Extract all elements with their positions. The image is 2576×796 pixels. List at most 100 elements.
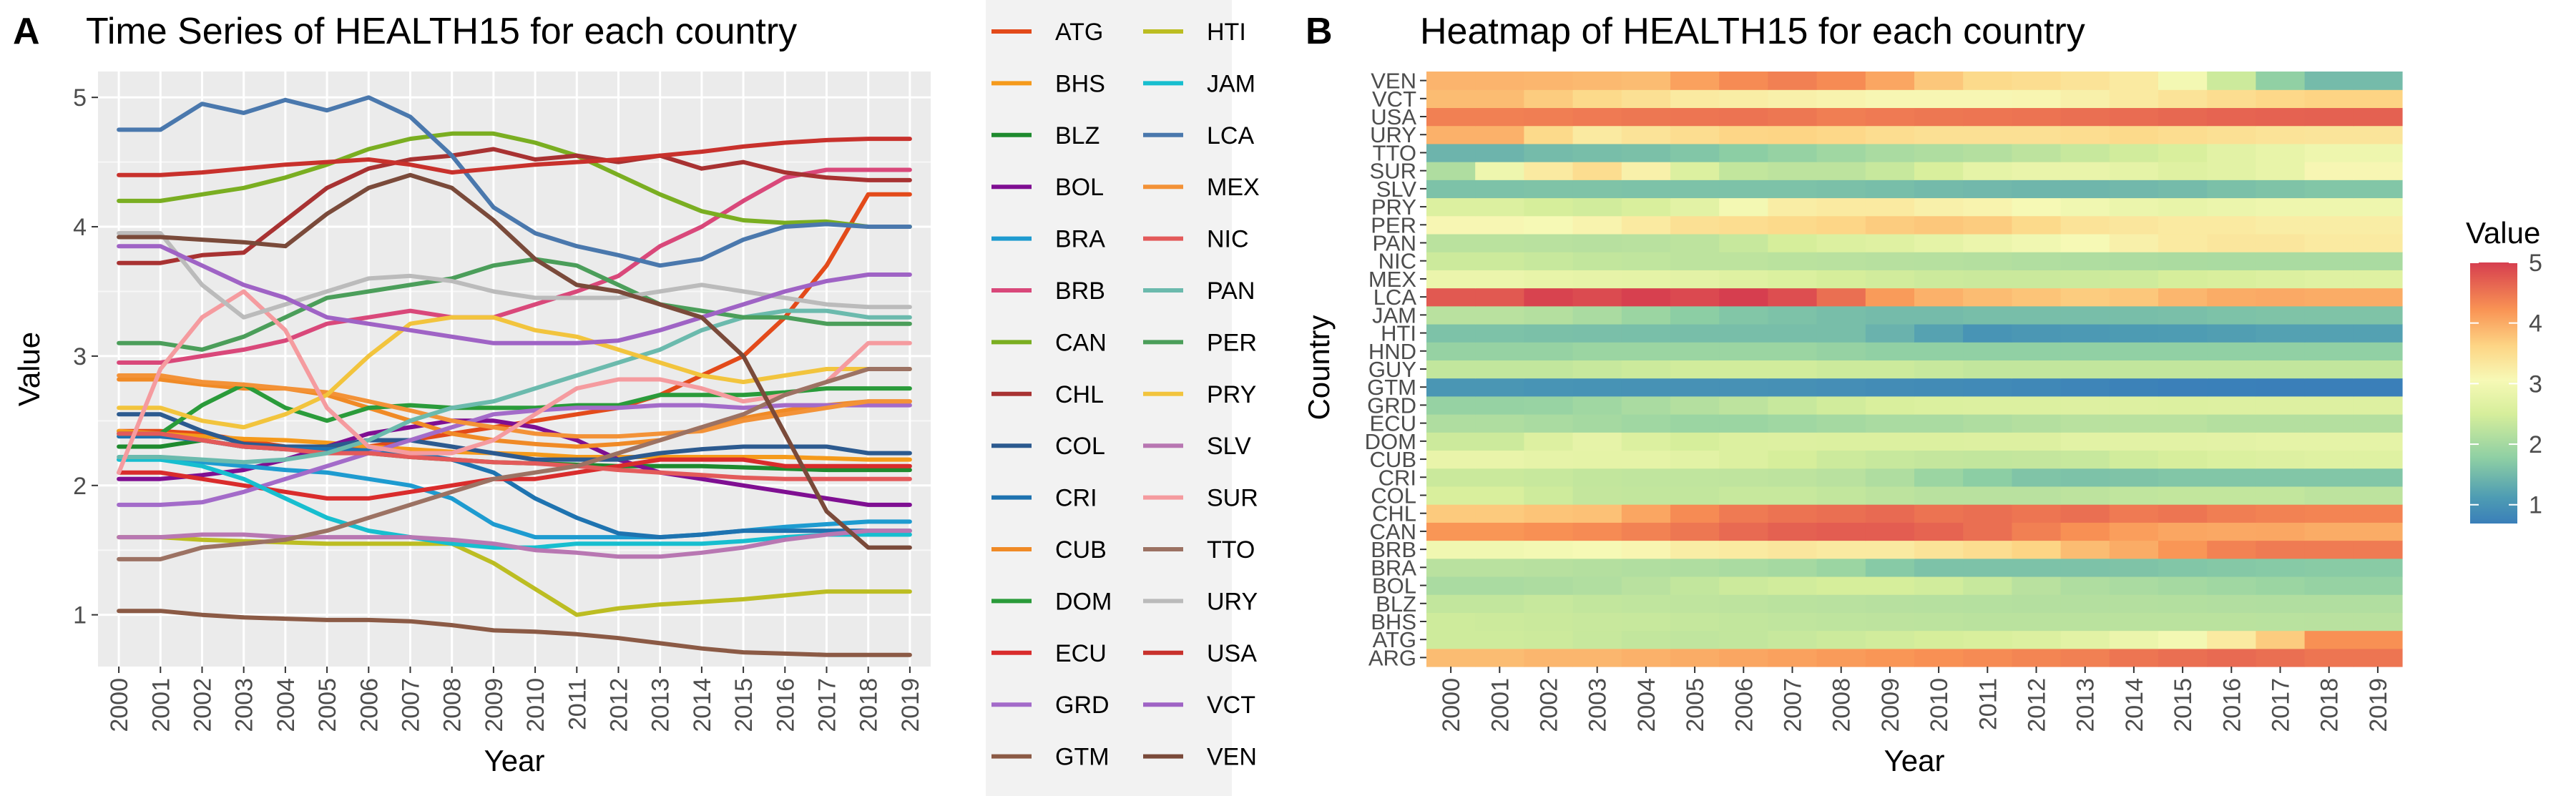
heatmap-cell [1865, 72, 1915, 90]
heatmap-cell [1914, 468, 1964, 487]
heatmap-cell [1621, 414, 1671, 433]
heatmap-cell [1572, 270, 1622, 289]
heatmap-cell [2304, 540, 2354, 559]
legend-items: ATG BHS BLZ BOL BRA BRB CAN CHL COL CRI CUB DOM ECU G… [987, 7, 1260, 781]
heatmap-cell [1426, 72, 1476, 90]
panel-a-x-axis: 2000 2001 2002 2003 2004 2005 2006 2007 2008 2009… [106, 667, 924, 732]
heatmap-cell [1670, 395, 1720, 415]
heatmap-cell [1621, 576, 1671, 595]
heatmap-cell [2012, 197, 2062, 217]
heatmap-cell [2012, 486, 2062, 505]
heatmap-cell [1524, 576, 1574, 595]
heatmap-cell [2256, 468, 2306, 487]
heatmap-cell [1475, 305, 1524, 325]
heatmap-cell [1475, 107, 1524, 127]
heatmap-cell [2060, 125, 2110, 144]
heatmap-cell [1963, 143, 2012, 162]
heatmap-cell [1963, 323, 2012, 343]
heatmap-cell [1475, 594, 1524, 613]
legend-item-dom: DOM [987, 576, 1112, 626]
heatmap-cell [2060, 630, 2110, 649]
heatmap-cell [1768, 143, 1818, 162]
legend-label: BRB [1055, 277, 1105, 305]
heatmap-cell [1816, 540, 1866, 559]
heatmap-cell [1865, 486, 1915, 505]
heatmap-cell [1768, 594, 1818, 613]
heatmap-cell [1768, 540, 1818, 559]
heatmap-cell [2304, 432, 2354, 451]
heatmap-cell [2012, 305, 2062, 325]
heatmap-cell [1572, 395, 1622, 415]
heatmap-cell [2109, 342, 2159, 360]
heatmap-cell [1963, 342, 2012, 360]
country-label: PER [1371, 212, 1416, 237]
heatmap-cell [2012, 89, 2062, 109]
heatmap-cell [2353, 162, 2403, 180]
heatmap-cell [1963, 215, 2012, 235]
legend-item-bhs: BHS [987, 59, 1105, 108]
heatmap-cell [2256, 540, 2306, 559]
heatmap-cell [1816, 143, 1866, 162]
legend-item-per: PER [1139, 318, 1257, 367]
heatmap-cell [2012, 360, 2062, 379]
heatmap-cell [1963, 72, 2012, 90]
country-label: CRI [1378, 465, 1416, 490]
series-line-ecu [117, 457, 912, 501]
x-tick-label: 2010 [522, 678, 549, 732]
country-label: CUB [1370, 447, 1416, 472]
legend-item-blz: BLZ [987, 110, 1100, 159]
heatmap-cell [2109, 432, 2159, 451]
heatmap-cell [2207, 395, 2256, 415]
heatmap-cell [1524, 522, 1574, 541]
x-tick-label: 2013 [647, 678, 675, 732]
heatmap-cell [1865, 215, 1915, 235]
heatmap-cell [1475, 630, 1524, 649]
x-tick-label: 2013 [2072, 678, 2100, 732]
heatmap-cell [1621, 162, 1671, 180]
heatmap-cell [1426, 468, 1476, 487]
heatmap-cell [1963, 594, 2012, 613]
panel-b-x-axis: 2000 2001 2002 2003 2004 2005 2006 2007 2008 2009… [1438, 667, 2392, 732]
heatmap-cell [1816, 378, 1866, 397]
legend-label: PAN [1207, 277, 1255, 305]
heatmap-cell [1914, 630, 1964, 649]
legend-item-ven: VEN [1139, 732, 1257, 781]
heatmap-cell [1719, 630, 1768, 649]
heatmap-cell [2158, 414, 2208, 433]
heatmap-cell [2012, 252, 2062, 270]
heatmap-cell [2158, 360, 2208, 379]
heatmap-cell [2060, 288, 2110, 307]
heatmap-cell [2207, 360, 2256, 379]
heatmap-cell [1621, 432, 1671, 451]
heatmap-cell [1914, 378, 1964, 397]
heatmap-cell [2304, 89, 2354, 109]
heatmap-cell [2012, 378, 2062, 397]
heatmap-cell [2060, 360, 2110, 379]
heatmap-cell [2060, 522, 2110, 541]
heatmap-cell [2353, 414, 2403, 433]
x-tick-label: 2009 [481, 678, 508, 732]
heatmap-cell [2207, 378, 2256, 397]
heatmap-cell [1475, 288, 1524, 307]
heatmap-cell [1768, 468, 1818, 487]
heatmap-cell [1963, 288, 2012, 307]
heatmap-cell [1670, 89, 1720, 109]
heatmap-cell [2109, 576, 2159, 595]
series-line-brb [117, 167, 912, 365]
heatmap-cell [1914, 576, 1964, 595]
heatmap-cell [2158, 233, 2208, 252]
heatmap-cell [2353, 378, 2403, 397]
country-label: HTI [1381, 321, 1416, 346]
heatmap-cell [1670, 414, 1720, 433]
heatmap-cell [2012, 233, 2062, 252]
heatmap-cell [1426, 450, 1476, 469]
country-label: GUY [1368, 357, 1416, 382]
heatmap-cell [1768, 504, 1818, 523]
heatmap-cell [2256, 197, 2306, 217]
heatmap-cell [1524, 504, 1574, 523]
heatmap-cell [2158, 323, 2208, 343]
heatmap-cell [1719, 648, 1768, 667]
heatmap-cell [2060, 89, 2110, 109]
panel-b-letter: B [1306, 11, 1333, 52]
heatmap-cell [1865, 305, 1915, 325]
